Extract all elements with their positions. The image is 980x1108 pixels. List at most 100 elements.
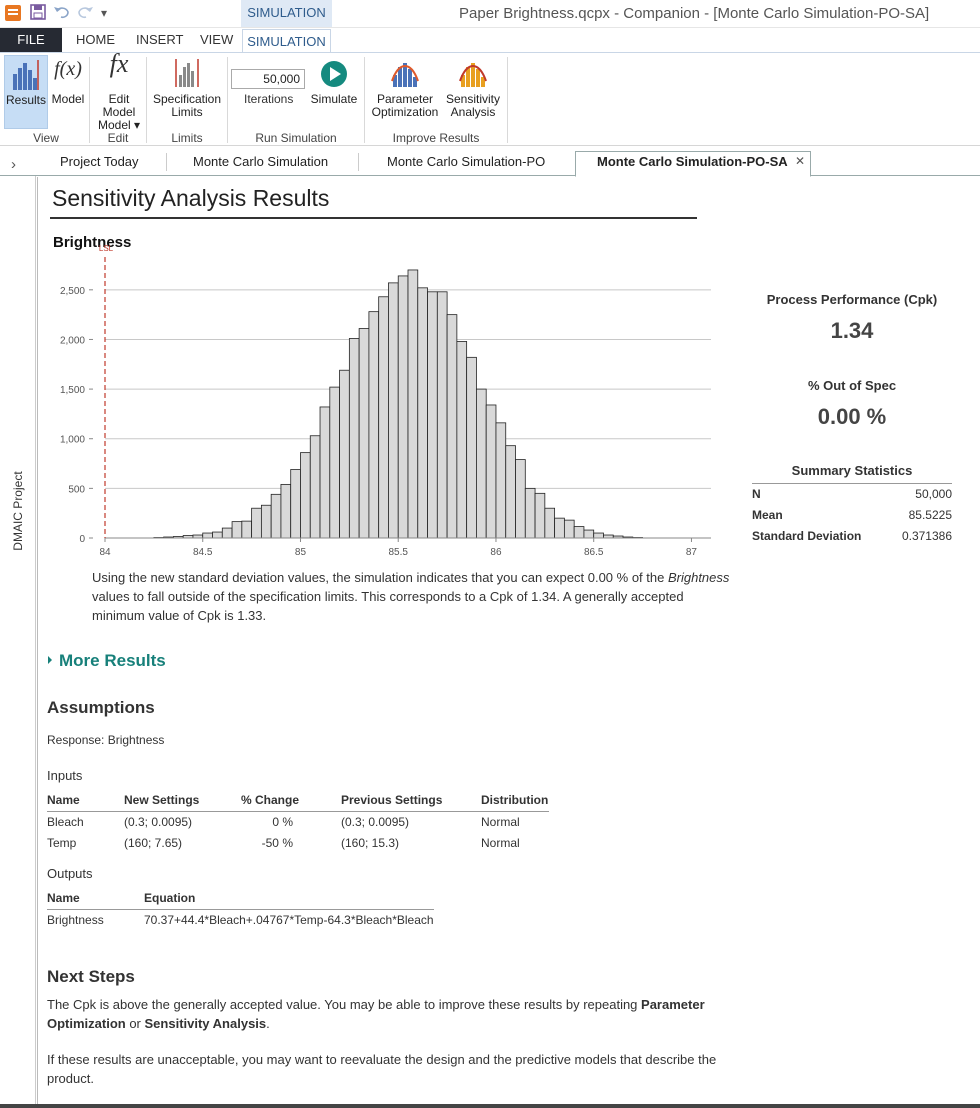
table-cell: Temp	[47, 835, 77, 850]
column-header: New Settings	[124, 791, 241, 812]
histogram-bar	[534, 492, 546, 539]
window-title: Paper Brightness.qcpx - Companion - [Mon…	[459, 5, 930, 22]
histogram-bar	[221, 527, 233, 539]
spec-limits-label: Specification Limits	[152, 92, 222, 119]
edit-model-label: Edit Model Model ▾	[97, 92, 141, 132]
group-label-edit: Edit	[107, 131, 129, 145]
axes: 0 500 1,000 1,500 2,000 2,500 84 84.5 85 85.5 86 86…	[60, 244, 711, 558]
doc-tab-monte-carlo-po[interactable]: Monte Carlo Simulation-PO	[387, 154, 546, 169]
model-button[interactable]: f(x) Model	[50, 55, 86, 129]
table-cell: Normal	[481, 835, 520, 850]
expand-chevron-icon[interactable]: ›	[11, 156, 16, 173]
ribbon-tab-row	[0, 28, 980, 52]
table-row: Bleach (0.3; 0.0095) 0 % (0.3; 0.0095) N…	[47, 811, 549, 832]
group-label-view: View	[33, 131, 59, 145]
histogram-bar	[290, 469, 301, 539]
stat-name: Mean	[752, 508, 783, 522]
summary-statistics-table: N 50,000 Mean 85.5225 Standard Deviation 0.…	[752, 483, 952, 547]
table-header-row: Name Equation	[47, 889, 434, 910]
specification-limits-button[interactable]: Specification Limits	[150, 55, 224, 129]
tab-home[interactable]: HOME	[76, 32, 115, 47]
model-label: Model	[51, 92, 85, 106]
report-pane: Sensitivity Analysis Results Brightness …	[37, 177, 980, 1108]
dmaic-project-label[interactable]: DMAIC Project	[11, 471, 25, 551]
play-icon	[320, 60, 348, 91]
stat-value: 85.5225	[908, 508, 952, 522]
y-tick-label: 2,500	[60, 286, 85, 297]
doc-tab-project-today[interactable]: Project Today	[60, 154, 139, 169]
group-separator	[507, 57, 508, 143]
simulate-button[interactable]: Simulate	[307, 55, 361, 129]
histogram-bar	[339, 369, 350, 539]
table-cell: Bleach	[47, 814, 84, 829]
histogram-bar	[388, 282, 399, 539]
title-divider	[50, 217, 697, 219]
histogram-bar	[368, 311, 380, 539]
column-header: Previous Settings	[341, 791, 481, 812]
close-icon[interactable]: ✕	[795, 154, 806, 168]
group-label-improve-results: Improve Results	[392, 131, 480, 145]
histogram-bar	[456, 341, 468, 539]
more-results-toggle[interactable]: More Results	[48, 651, 166, 671]
histogram-bar	[436, 291, 448, 539]
x-tick-label: 86	[490, 547, 502, 558]
edit-model-button[interactable]: fx Edit Model Model ▾	[94, 49, 144, 132]
table-cell: (160; 7.65)	[124, 835, 183, 850]
document-tab-bar: Project Today Monte Carlo Simulation Mon…	[0, 146, 980, 176]
active-tab-label: Monte Carlo Simulation-PO-SA	[597, 154, 788, 169]
table-row: Brightness 70.37+44.4*Bleach+.04767*Temp…	[47, 909, 434, 930]
stat-name: Standard Deviation	[752, 529, 862, 543]
tab-separator	[166, 153, 167, 171]
column-header: Name	[47, 889, 144, 910]
table-cell: (0.3; 0.0095)	[341, 814, 410, 829]
app-logo-icon[interactable]	[5, 5, 21, 21]
x-tick-label: 84	[99, 547, 111, 558]
next-steps-paragraph-2: If these results are unacceptable, you m…	[47, 1052, 717, 1086]
stat-name: N	[752, 487, 761, 502]
histogram-bar	[241, 520, 253, 539]
assumptions-heading: Assumptions	[47, 698, 155, 717]
histogram-bar	[251, 507, 262, 539]
summary-statistics-label: Summary Statistics	[791, 463, 913, 478]
sensitivity-analysis-label: Sensitivity Analysis	[445, 92, 501, 119]
next-steps-heading: Next Steps	[47, 967, 135, 986]
histogram-bar	[466, 356, 477, 539]
edit-function-icon: fx	[109, 49, 129, 78]
parameter-optimization-button[interactable]: Parameter Optimization	[369, 55, 441, 129]
x-tick-label: 87	[686, 547, 698, 558]
table-row: N 50,000	[752, 484, 952, 505]
cpk-value: 1.34	[830, 318, 874, 343]
tab-file[interactable]: FILE	[0, 28, 62, 52]
customize-toolbar-icon[interactable]: ▾	[101, 6, 108, 20]
tab-view[interactable]: VIEW	[200, 32, 234, 47]
redo-icon[interactable]	[76, 4, 94, 25]
undo-icon[interactable]	[53, 4, 71, 25]
iterations-input[interactable]	[231, 69, 305, 89]
x-tick-label: 84.5	[193, 547, 213, 558]
tab-simulation[interactable]: SIMULATION	[242, 29, 331, 53]
save-icon[interactable]	[30, 4, 46, 25]
tab-insert[interactable]: INSERT	[136, 32, 184, 47]
explanation-text: Using the new standard deviation values,…	[92, 570, 730, 623]
histogram-bar	[309, 435, 321, 539]
y-tick-label: 2,000	[60, 335, 85, 346]
column-header: Name	[47, 791, 124, 812]
y-tick-label: 500	[68, 484, 85, 495]
histogram-bar	[378, 296, 389, 539]
histogram-bar	[300, 452, 311, 539]
results-button[interactable]: Results	[4, 55, 48, 129]
histogram-bar	[202, 532, 213, 539]
histogram-bar	[348, 338, 360, 539]
doc-tab-monte-carlo[interactable]: Monte Carlo Simulation	[193, 154, 329, 169]
out-of-spec-label: % Out of Spec	[807, 378, 897, 393]
sensitivity-analysis-button[interactable]: Sensitivity Analysis	[443, 55, 503, 129]
column-header: Equation	[144, 889, 434, 910]
histogram-bar	[212, 531, 223, 539]
histogram-bars	[153, 269, 643, 539]
histogram-bar	[427, 291, 438, 539]
histogram-bar	[231, 521, 243, 539]
stat-value: 50,000	[915, 487, 952, 502]
more-results-label: More Results	[59, 651, 166, 670]
doc-tab-monte-carlo-po-sa[interactable]: Monte Carlo Simulation-PO-SA ✕	[575, 151, 811, 177]
histogram-bar	[524, 487, 536, 539]
